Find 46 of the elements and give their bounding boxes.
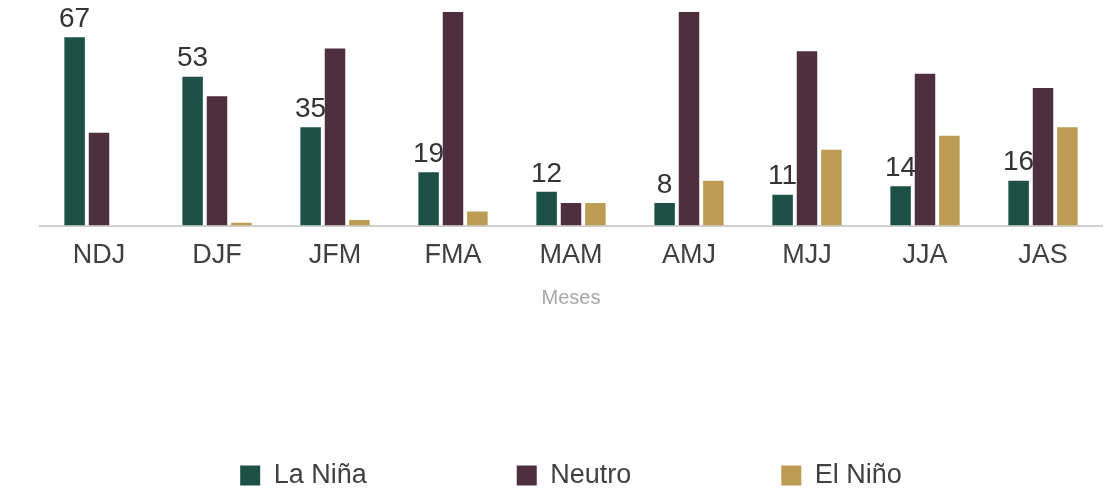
data-label: 8	[656, 167, 673, 199]
bar	[678, 12, 700, 226]
bar	[772, 194, 793, 226]
bar	[300, 127, 321, 226]
bar	[64, 37, 85, 226]
bar	[88, 132, 110, 226]
bar	[182, 76, 203, 226]
legend-label: El Niño	[814, 458, 902, 489]
bar	[467, 211, 488, 226]
bar	[418, 172, 439, 226]
data-label: 12	[531, 156, 563, 188]
x-tick-label: MJJ	[782, 239, 832, 270]
bar	[1032, 87, 1054, 226]
data-label: 53	[177, 41, 209, 73]
x-tick-label: MAM	[539, 239, 603, 270]
data-label: 67	[59, 2, 91, 34]
x-tick-label: JAS	[1018, 239, 1068, 270]
x-tick-label: JJA	[902, 239, 948, 270]
x-tick-label: FMA	[424, 239, 482, 270]
bar	[536, 191, 557, 226]
bar	[206, 96, 228, 226]
legend-label: Neutro	[550, 458, 632, 489]
bar	[1057, 127, 1078, 226]
x-tick-label: NDJ	[72, 239, 126, 270]
x-tick-label: AMJ	[662, 239, 716, 270]
bar	[1008, 180, 1029, 226]
x-tick-label: DJF	[192, 239, 242, 270]
bar	[560, 203, 582, 226]
bar	[654, 203, 675, 226]
bar	[442, 12, 464, 226]
data-label: 16	[1003, 145, 1035, 177]
bar	[703, 180, 724, 226]
bar	[585, 203, 606, 226]
bar	[914, 73, 936, 226]
legend-label: La Niña	[273, 458, 368, 489]
data-label: 35	[295, 91, 327, 123]
data-label: 19	[413, 136, 445, 168]
x-axis-title: Meses	[541, 285, 601, 308]
bar	[349, 219, 370, 226]
bar	[821, 149, 842, 226]
x-tick-label: JFM	[308, 239, 362, 270]
bar	[890, 186, 911, 226]
bar	[796, 51, 818, 226]
bar	[324, 48, 346, 226]
data-label: 11	[768, 159, 798, 191]
bar	[939, 135, 960, 226]
